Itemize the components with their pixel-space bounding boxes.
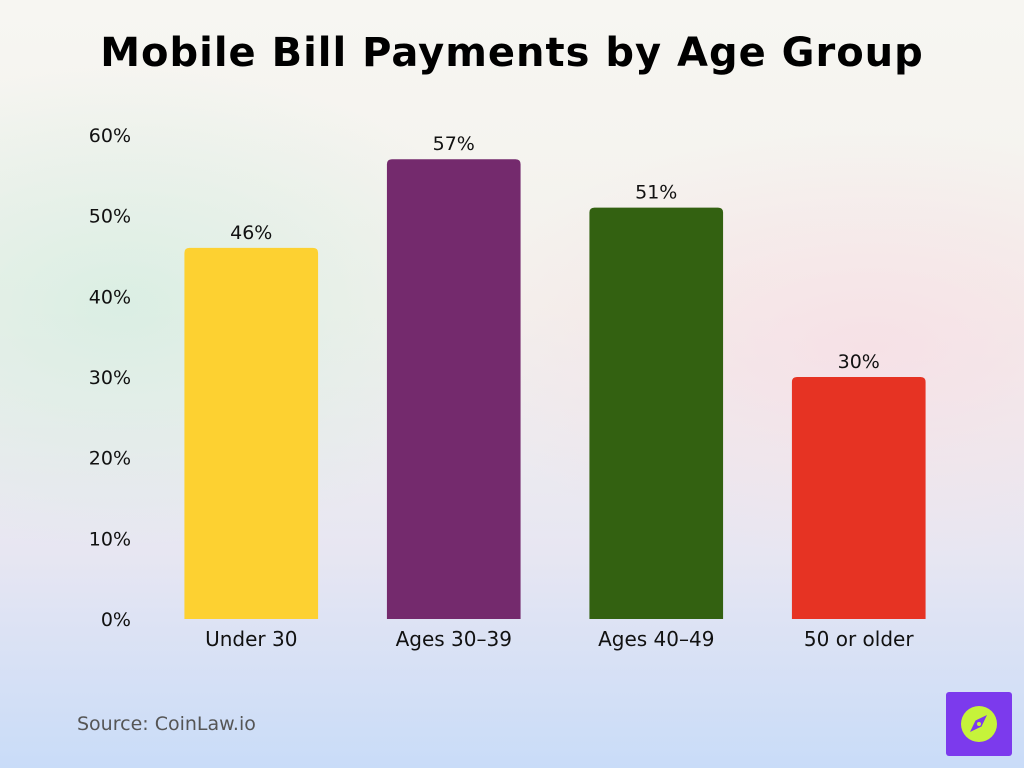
bar-value-label: 57% bbox=[433, 133, 475, 155]
bar bbox=[184, 247, 319, 619]
source-label: Source: CoinLaw.io bbox=[77, 713, 256, 735]
y-tick-label: 60% bbox=[89, 125, 131, 147]
bars bbox=[184, 159, 926, 619]
y-tick-label: 30% bbox=[89, 367, 131, 389]
bar bbox=[386, 159, 521, 619]
bar bbox=[589, 207, 724, 619]
x-axis-labels: Under 30 Ages 30–39 Ages 40–49 50 or older bbox=[205, 627, 914, 651]
y-tick-label: 0% bbox=[101, 609, 131, 631]
x-category-label: Ages 30–39 bbox=[396, 627, 512, 651]
compass-icon bbox=[961, 706, 997, 742]
x-category-label: Ages 40–49 bbox=[598, 627, 714, 651]
bar-chart: 0% 10% 20% 30% 40% 50% 60% 46% 57% 51% 30% Under … bbox=[89, 125, 926, 651]
x-category-label: Under 30 bbox=[205, 627, 297, 651]
y-tick-label: 20% bbox=[89, 448, 131, 470]
y-tick-label: 40% bbox=[89, 286, 131, 308]
bar bbox=[791, 377, 926, 619]
y-axis-ticks: 0% 10% 20% 30% 40% 50% 60% bbox=[89, 125, 131, 631]
value-labels: 46% 57% 51% 30% bbox=[230, 133, 880, 373]
bar-value-label: 46% bbox=[230, 222, 272, 244]
chart-title: Mobile Bill Payments by Age Group bbox=[100, 30, 924, 76]
bar-value-label: 30% bbox=[838, 351, 880, 373]
bar-value-label: 51% bbox=[635, 182, 677, 204]
y-tick-label: 50% bbox=[89, 206, 131, 228]
brand-logo bbox=[946, 692, 1012, 756]
x-category-label: 50 or older bbox=[804, 627, 914, 651]
y-tick-label: 10% bbox=[89, 528, 131, 550]
